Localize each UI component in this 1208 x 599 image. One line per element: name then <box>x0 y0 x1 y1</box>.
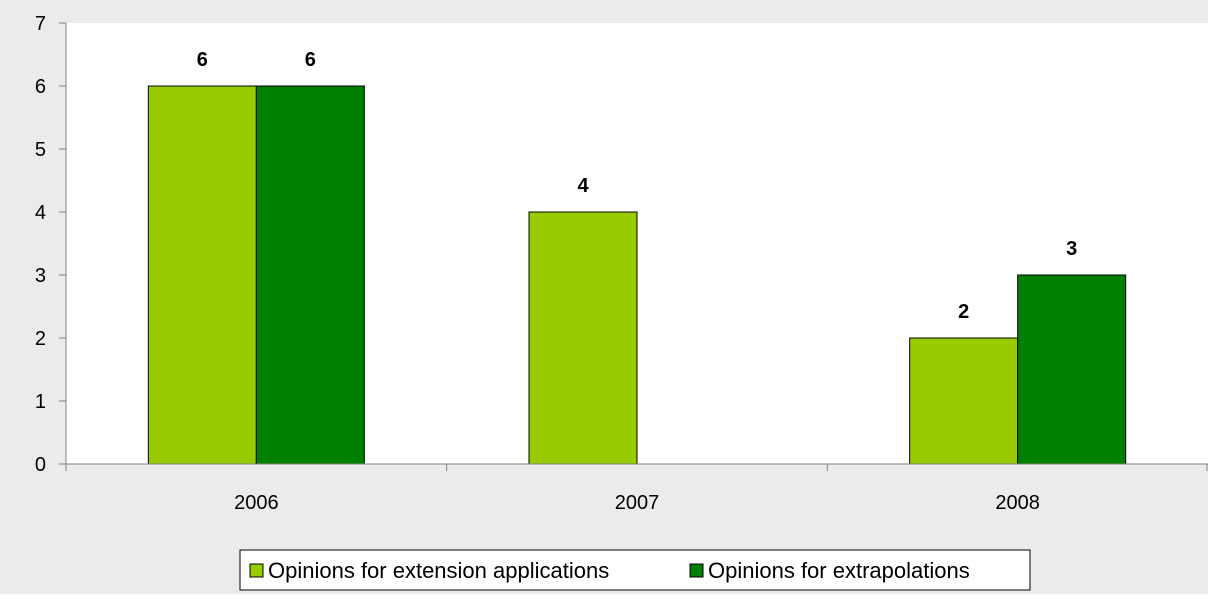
y-tick-label: 5 <box>35 139 46 161</box>
bar <box>147 85 257 465</box>
legend-swatch <box>689 563 704 578</box>
x-tick-label: 2008 <box>995 492 1040 514</box>
bar <box>1017 274 1127 465</box>
bar <box>255 85 365 465</box>
y-tick-label: 6 <box>35 76 46 98</box>
data-labels-layer: 6 6 4 2 3 <box>197 49 1077 323</box>
y-tick-label: 1 <box>35 391 46 413</box>
axes-layer: 0 1 2 3 4 5 6 7 2006 2007 2008 <box>35 13 1208 514</box>
legend: Opinions for extension applications Opini… <box>239 549 1031 591</box>
x-tick-label: 2006 <box>234 492 279 514</box>
legend-label: Opinions for extension applications <box>268 558 609 583</box>
data-label: 6 <box>305 49 316 71</box>
data-label: 6 <box>197 49 208 71</box>
y-tick-label: 2 <box>35 328 46 350</box>
y-tick-label: 4 <box>35 202 46 224</box>
y-tick-label: 0 <box>35 454 46 476</box>
data-label: 4 <box>577 175 589 197</box>
bar <box>528 211 638 465</box>
data-label: 2 <box>958 301 969 323</box>
data-label: 3 <box>1066 238 1077 260</box>
y-tick-label: 7 <box>35 13 46 35</box>
x-tick-label: 2007 <box>615 492 660 514</box>
y-tick-label: 3 <box>35 265 46 287</box>
bar <box>909 337 1019 465</box>
bars-layer <box>147 85 1127 465</box>
legend-label: Opinions for extrapolations <box>708 558 970 583</box>
legend-swatch <box>249 563 264 578</box>
legend-box <box>239 549 1031 591</box>
